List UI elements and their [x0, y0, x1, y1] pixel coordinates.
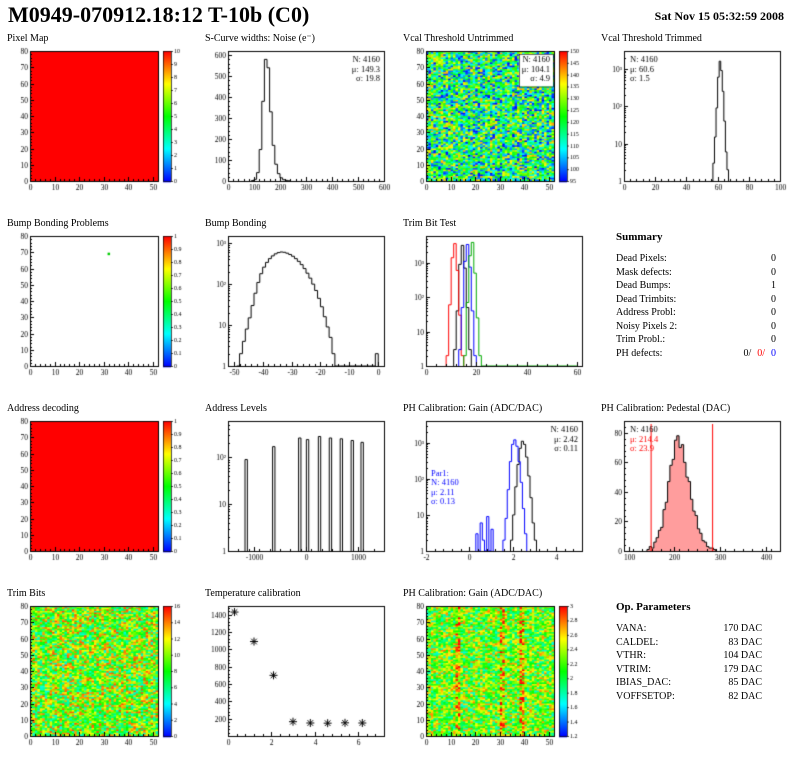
op-parameter-value: 85 DAC: [728, 677, 762, 688]
summary-row: Address Probl: 0: [616, 306, 776, 320]
panel-title: S-Curve widths: Noise (e⁻): [205, 33, 315, 44]
op-parameter-value: 82 DAC: [728, 690, 762, 702]
panel-address-levels: Address Levels: [202, 400, 400, 585]
scurve-noise-canvas: [202, 46, 392, 196]
panel-title: Vcal Threshold Untrimmed: [403, 33, 514, 44]
summary-rows: Dead Pixels: 0 Mask defects: 0 Dead Bumps:…: [616, 252, 788, 360]
summary-value: 0: [771, 253, 776, 264]
summary-value: 1: [771, 280, 776, 291]
op-parameter-label: VTHR:: [616, 650, 646, 661]
summary-label: Address Probl:: [616, 307, 676, 318]
op-parameter-row: VTRIM: 179 DAC: [616, 663, 762, 677]
ph-defect-count-black: 0/: [743, 347, 752, 359]
op-parameter-value: 170 DAC: [723, 623, 762, 634]
summary-value: 0: [771, 334, 776, 345]
op-parameter-label: VOFFSETOP:: [616, 690, 675, 702]
panel-title: Temperature calibration: [205, 588, 301, 599]
ph-gain-map-canvas: [400, 601, 590, 751]
panel-ph-gain-map: PH Calibration: Gain (ADC/DAC): [400, 585, 598, 770]
summary-label: Mask defects:: [616, 266, 672, 278]
panel-address-decoding: Address decoding: [4, 400, 202, 585]
panel-title: Trim Bit Test: [403, 218, 457, 229]
panel-ph-gain-hist: PH Calibration: Gain (ADC/DAC): [400, 400, 598, 585]
vcal-trimmed-canvas: [598, 46, 788, 196]
summary-row: Dead Pixels: 0: [616, 252, 776, 266]
summary-label: Dead Bumps:: [616, 280, 671, 291]
op-parameter-row: VANA: 170 DAC: [616, 622, 762, 636]
op-parameter-value: 179 DAC: [723, 663, 762, 675]
report-header: M0949-070912.18:12 T-10b (C0) Sat Nov 15…: [8, 2, 790, 28]
op-parameter-label: CALDEL:: [616, 636, 659, 648]
panel-pixel-map: Pixel Map: [4, 30, 202, 215]
summary-row-ph-defects: PH defects: 0/0/0: [616, 347, 776, 361]
panel-title: PH Calibration: Pedestal (DAC): [601, 403, 731, 414]
summary-title: Summary: [616, 231, 663, 243]
bump-bonding-canvas: [202, 231, 392, 381]
op-parameter-label: IBIAS_DAC:: [616, 677, 672, 688]
ph-gain-hist-canvas: [400, 416, 590, 566]
summary-label: PH defects:: [616, 347, 663, 359]
temperature-calibration-canvas: [202, 601, 392, 751]
panel-vcal-threshold-trimmed: Vcal Threshold Trimmed: [598, 30, 796, 215]
plot-grid: Pixel Map S-Curve widths: Noise (e⁻) Vca…: [4, 30, 796, 770]
panel-title: PH Calibration: Gain (ADC/DAC): [403, 403, 543, 414]
op-parameter-label: VANA:: [616, 623, 647, 634]
panel-summary: Summary Dead Pixels: 0 Mask defects: 0 Dea…: [598, 215, 796, 400]
panel-title: Bump Bonding Problems: [7, 218, 109, 229]
summary-value: 0: [771, 320, 776, 332]
summary-value: 0: [771, 266, 776, 278]
panel-title: Bump Bonding: [205, 218, 267, 229]
op-parameter-label: VTRIM:: [616, 663, 651, 675]
trim-bits-map-canvas: [4, 601, 194, 751]
panel-bump-bonding-problems: Bump Bonding Problems: [4, 215, 202, 400]
summary-label: Noisy Pixels 2:: [616, 320, 678, 332]
ph-defects-values: 0/0/0: [737, 347, 776, 361]
vcal-untrimmed-canvas: [400, 46, 590, 196]
op-parameter-row: IBIAS_DAC: 85 DAC: [616, 676, 762, 690]
panel-title: Pixel Map: [7, 33, 49, 44]
panel-vcal-threshold-untrimmed: Vcal Threshold Untrimmed: [400, 30, 598, 215]
pixel-map-canvas: [4, 46, 194, 196]
panel-bump-bonding: Bump Bonding: [202, 215, 400, 400]
address-levels-canvas: [202, 416, 392, 566]
panel-title: Address Levels: [205, 403, 267, 414]
summary-label: Dead Pixels:: [616, 253, 667, 264]
panel-title: PH Calibration: Gain (ADC/DAC): [403, 588, 543, 599]
ph-defect-count-blue: 0: [771, 347, 776, 359]
op-parameter-value: 104 DAC: [723, 650, 762, 661]
ph-defect-count-red: 0/: [757, 347, 765, 359]
op-parameters-title: Op. Parameters: [616, 601, 691, 613]
trim-bit-test-canvas: [400, 231, 590, 381]
op-parameters-rows: VANA: 170 DAC CALDEL: 83 DAC VTHR: 104 DAC …: [616, 622, 788, 703]
op-parameter-value: 83 DAC: [728, 636, 762, 648]
op-parameter-row: VOFFSETOP: 82 DAC: [616, 690, 762, 704]
op-parameter-row: VTHR: 104 DAC: [616, 649, 762, 663]
panel-title: Address decoding: [7, 403, 79, 414]
panel-trim-bits-map: Trim Bits: [4, 585, 202, 770]
op-parameter-row: CALDEL: 83 DAC: [616, 636, 762, 650]
summary-row: Trim Probl.: 0: [616, 333, 776, 347]
summary-row: Dead Trimbits: 0: [616, 293, 776, 307]
summary-value: 0: [771, 307, 776, 318]
panel-trim-bit-test: Trim Bit Test: [400, 215, 598, 400]
ph-pedestal-canvas: [598, 416, 788, 566]
summary-value: 0: [771, 293, 776, 305]
bump-bonding-problems-canvas: [4, 231, 194, 381]
summary-row: Noisy Pixels 2: 0: [616, 320, 776, 334]
summary-row: Dead Bumps: 1: [616, 279, 776, 293]
summary-row: Mask defects: 0: [616, 266, 776, 280]
summary-label: Dead Trimbits:: [616, 293, 677, 305]
module-title: M0949-070912.18:12 T-10b (C0): [8, 2, 310, 27]
address-decoding-canvas: [4, 416, 194, 566]
panel-scurve-noise: S-Curve widths: Noise (e⁻): [202, 30, 400, 215]
summary-label: Trim Probl.:: [616, 334, 666, 345]
panel-op-parameters: Op. Parameters VANA: 170 DAC CALDEL: 83 DA…: [598, 585, 796, 770]
panel-ph-pedestal: PH Calibration: Pedestal (DAC): [598, 400, 796, 585]
panel-title: Trim Bits: [7, 588, 46, 599]
panel-temperature-calibration: Temperature calibration: [202, 585, 400, 770]
panel-title: Vcal Threshold Trimmed: [601, 33, 702, 44]
timestamp: Sat Nov 15 05:32:59 2008: [654, 9, 784, 23]
